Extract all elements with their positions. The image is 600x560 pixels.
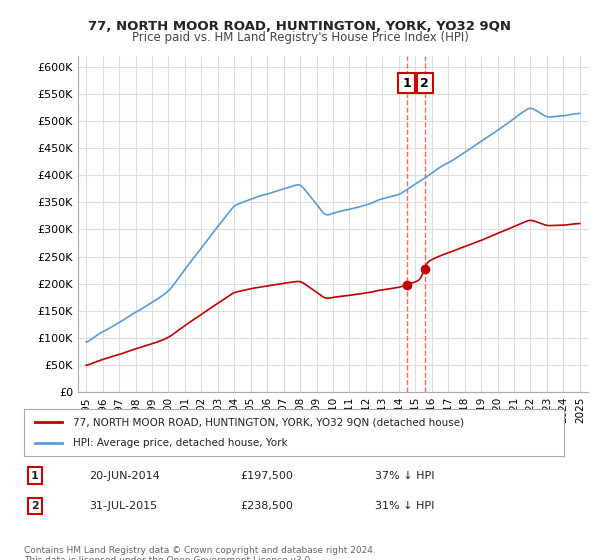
Text: 77, NORTH MOOR ROAD, HUNTINGTON, YORK, YO32 9QN: 77, NORTH MOOR ROAD, HUNTINGTON, YORK, Y… <box>89 20 511 32</box>
Text: Price paid vs. HM Land Registry's House Price Index (HPI): Price paid vs. HM Land Registry's House … <box>131 31 469 44</box>
Text: Contains HM Land Registry data © Crown copyright and database right 2024.
This d: Contains HM Land Registry data © Crown c… <box>24 546 376 560</box>
Text: £197,500: £197,500 <box>240 470 293 480</box>
Text: 1: 1 <box>402 77 411 90</box>
Text: 2: 2 <box>421 77 429 90</box>
Text: 31% ↓ HPI: 31% ↓ HPI <box>375 501 434 511</box>
Text: 2: 2 <box>31 501 38 511</box>
Text: 31-JUL-2015: 31-JUL-2015 <box>89 501 157 511</box>
Text: HPI: Average price, detached house, York: HPI: Average price, detached house, York <box>73 438 287 448</box>
Text: 1: 1 <box>31 470 38 480</box>
Text: 20-JUN-2014: 20-JUN-2014 <box>89 470 160 480</box>
Text: 77, NORTH MOOR ROAD, HUNTINGTON, YORK, YO32 9QN (detached house): 77, NORTH MOOR ROAD, HUNTINGTON, YORK, Y… <box>73 417 464 427</box>
Text: £238,500: £238,500 <box>240 501 293 511</box>
Text: 37% ↓ HPI: 37% ↓ HPI <box>375 470 434 480</box>
